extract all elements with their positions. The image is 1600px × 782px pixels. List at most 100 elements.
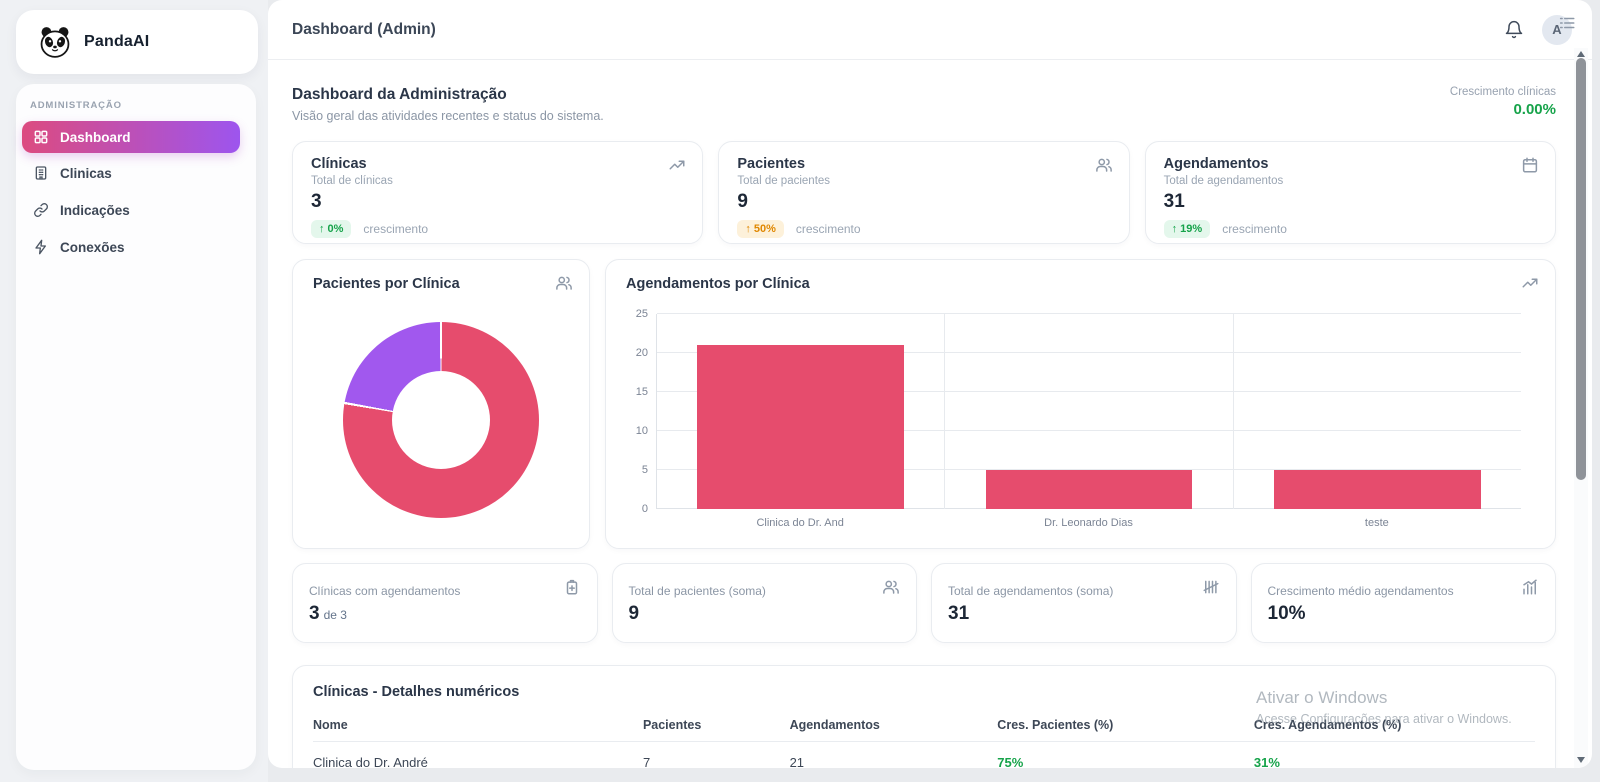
gridline	[657, 469, 1521, 470]
stat-title: Agendamentos	[1163, 156, 1269, 172]
vertical-scrollbar[interactable]	[1574, 48, 1588, 768]
column-header-pacientes: Pacientes	[642, 712, 790, 742]
y-axis-tick-label: 0	[641, 503, 648, 515]
bar	[1273, 470, 1481, 509]
building-icon	[33, 165, 49, 181]
growth-badge: ↑ 50%	[737, 220, 784, 238]
trending-up-icon	[668, 156, 686, 174]
mini-card-total-agendamentos: Total de agendamentos (soma) 31	[931, 563, 1237, 643]
bar-chart-title: Agendamentos por Clínica	[626, 276, 810, 292]
sidebar-item-conexoes[interactable]: Conexões	[22, 230, 240, 264]
main-panel: Dashboard (Admin) A Dashboard da Adminis…	[268, 0, 1592, 768]
dashboard-heading: Dashboard da Administração	[292, 86, 507, 103]
stat-value: 9	[737, 191, 748, 212]
gridline	[657, 313, 1521, 314]
bar-bands	[657, 314, 1521, 509]
clinic-plus-icon	[563, 578, 581, 596]
zap-icon	[33, 239, 49, 255]
sidebar-item-indicacoes[interactable]: Indicações	[22, 193, 240, 227]
users-icon	[882, 578, 900, 596]
sidebar-item-dashboard[interactable]: Dashboard	[22, 121, 240, 153]
clinics-table: Nome Pacientes Agendamentos Cres. Pacien…	[313, 712, 1535, 768]
sidebar-item-label: Dashboard	[60, 129, 131, 145]
clinics-growth-value: 0.00%	[1513, 101, 1556, 118]
stat-subtitle: Total de clínicas	[311, 175, 393, 187]
sidebar-item-clinicas[interactable]: Clinicas	[22, 156, 240, 190]
category-band	[657, 314, 944, 509]
scroll-up-arrow-icon[interactable]	[1574, 48, 1588, 60]
brand-name: PandaAI	[84, 33, 150, 50]
patients-donut-chart	[343, 322, 539, 518]
stat-subtitle: Total de agendamentos	[1163, 175, 1284, 187]
table-title: Clínicas - Detalhes numéricos	[313, 684, 520, 700]
bar-chart-x-labels: Clinica do Dr. And Dr. Leonardo Dias teste	[656, 517, 1521, 529]
y-axis-tick-label: 20	[635, 347, 648, 359]
mini-label: Crescimento médio agendamentos	[1267, 584, 1454, 598]
calendar-icon	[1521, 156, 1539, 174]
appointments-by-clinic-card: Agendamentos por Clínica 0 5 10 15 20 25 Clin…	[605, 259, 1556, 549]
stat-subtitle: Total de pacientes	[737, 175, 831, 187]
mini-value: 3 de 3	[309, 603, 347, 624]
stat-card-clinicas: Clínicas Total de clínicas 3 ↑ 0% crescim…	[292, 141, 704, 244]
y-axis-tick-label: 25	[635, 308, 648, 320]
column-header-cres-agendamentos: Cres. Agendamentos (%)	[1253, 712, 1535, 742]
bar	[697, 345, 905, 509]
topbar: Dashboard (Admin) A	[268, 0, 1592, 60]
bar-chart-y-axis: 0 5 10 15 20 25	[626, 308, 656, 515]
link-icon	[33, 202, 49, 218]
growth-note: crescimento	[363, 222, 429, 236]
mini-label: Total de agendamentos (soma)	[948, 584, 1114, 598]
sidebar-menu: ADMINISTRAÇÃO Dashboard Clinicas	[16, 84, 256, 770]
x-axis-category-label: teste	[1364, 517, 1389, 529]
scroll-down-arrow-icon[interactable]	[1574, 754, 1588, 766]
stat-value: 3	[311, 191, 322, 212]
scrollbar-thumb[interactable]	[1576, 58, 1586, 480]
stat-title: Pacientes	[737, 156, 806, 172]
dashboard-subtitle: Visão geral das atividades recentes e st…	[292, 109, 604, 123]
bar	[985, 470, 1193, 509]
clinics-growth-label: Crescimento clínicas	[1449, 86, 1556, 98]
clinics-table-card: Clínicas - Detalhes numéricos Nome Pacie…	[292, 17, 1575, 768]
panda-logo-icon	[38, 25, 72, 59]
mini-card-total-pacientes: Total de pacientes (soma) 9	[611, 563, 917, 643]
users-icon	[555, 274, 573, 292]
trending-up-icon	[1521, 274, 1539, 292]
donut-hole	[392, 371, 490, 469]
stat-card-pacientes: Pacientes Total de pacientes 9 ↑ 50% cres…	[718, 141, 1130, 244]
dashboard-content: Dashboard da Administração Visão geral d…	[268, 17, 1592, 768]
stat-value: 31	[1163, 191, 1185, 212]
y-axis-tick-label: 5	[641, 464, 648, 476]
donut-chart-title: Pacientes por Clínica	[313, 276, 460, 292]
cell-cres-pacientes: 75%	[997, 755, 1024, 768]
list-icon	[1558, 14, 1576, 32]
patients-by-clinic-card: Pacientes por Clínica	[292, 259, 590, 549]
category-band	[944, 314, 1232, 509]
mini-card-crescimento-medio: Crescimento médio agendamentos 10%	[1250, 563, 1556, 643]
column-header-agendamentos: Agendamentos	[789, 712, 998, 742]
x-axis-category-label: Clinica do Dr. And	[756, 517, 844, 529]
y-axis-tick-label: 15	[635, 386, 648, 398]
growth-note: crescimento	[795, 222, 861, 236]
mini-label: Clínicas com agendamentos	[309, 584, 461, 598]
sidebar-item-label: Clinicas	[60, 165, 112, 181]
gridline	[657, 391, 1521, 392]
user-avatar[interactable]: A	[1542, 14, 1572, 45]
stat-title: Clínicas	[311, 156, 367, 172]
growth-note: crescimento	[1222, 222, 1287, 236]
sidebar-item-label: Indicações	[60, 202, 130, 218]
cell-pacientes: 7	[642, 755, 651, 768]
category-band	[1232, 314, 1521, 509]
column-header-cres-pacientes: Cres. Pacientes (%)	[997, 712, 1254, 742]
appointments-bar-chart: 0 5 10 15 20 25 Clinica do Dr. And Dr. Leonard…	[626, 308, 1535, 529]
notifications-bell-icon[interactable]	[1504, 20, 1524, 40]
chart-growth-icon	[1521, 578, 1539, 596]
growth-badge: ↑ 0%	[311, 220, 352, 238]
column-header-nome: Nome	[313, 712, 643, 742]
cell-nome: Clinica do Dr. André	[313, 755, 428, 768]
mini-value: 31	[948, 603, 970, 624]
gridline	[657, 430, 1521, 431]
x-axis-category-label: Dr. Leonardo Dias	[1044, 517, 1133, 529]
grid-icon	[33, 129, 49, 145]
page-title: Dashboard (Admin)	[292, 20, 436, 38]
mini-value: 10%	[1267, 603, 1306, 624]
